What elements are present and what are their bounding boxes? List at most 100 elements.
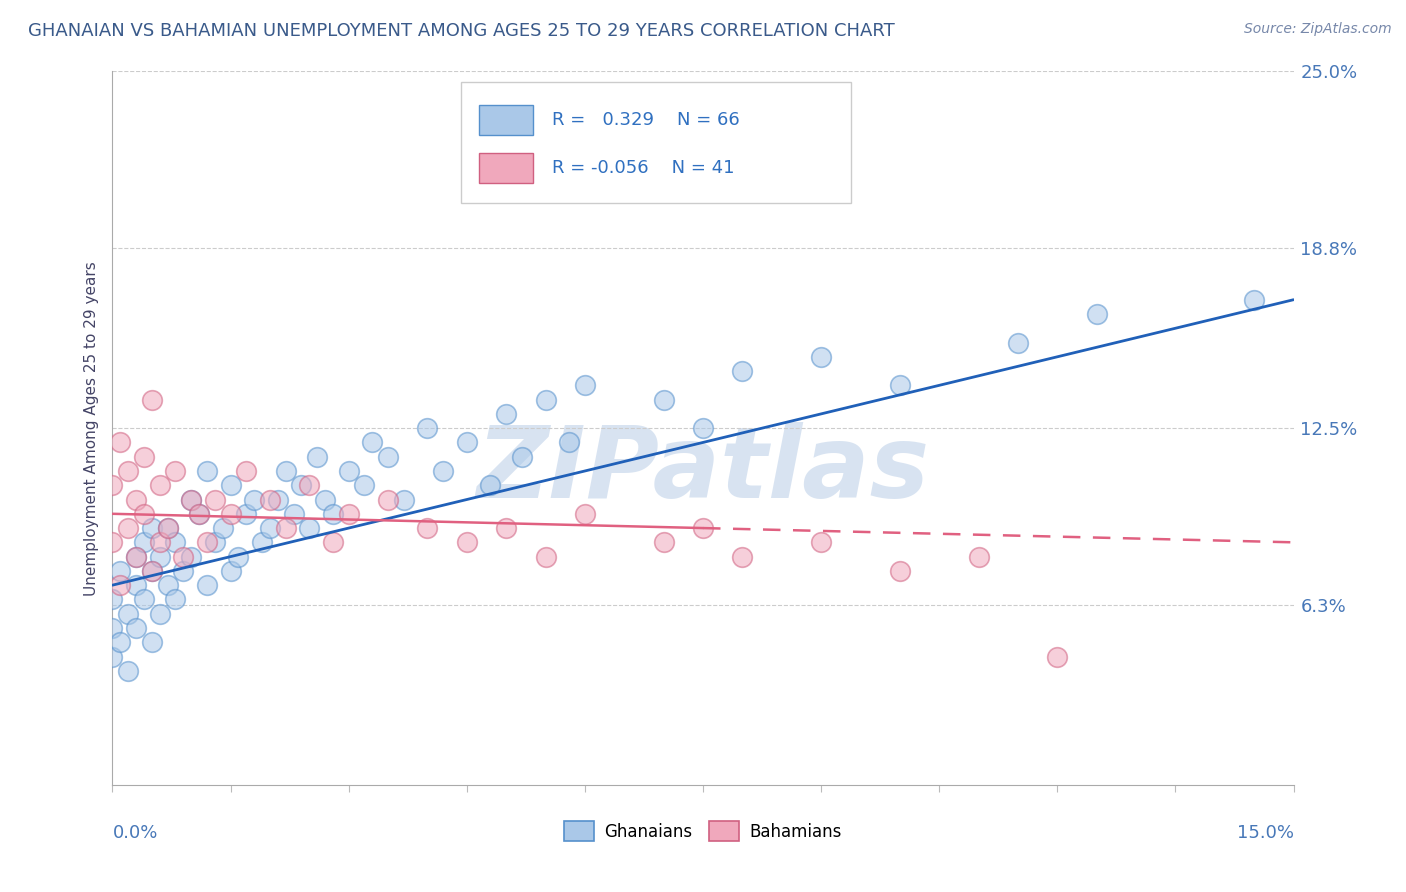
Point: [652, 535, 675, 549]
Point: [731, 549, 754, 564]
Point: [149, 535, 172, 549]
Legend: Ghanaians, Bahamians: Ghanaians, Bahamians: [558, 814, 848, 848]
Point: [204, 535, 226, 549]
Point: [495, 407, 517, 421]
Point: [337, 507, 360, 521]
FancyBboxPatch shape: [478, 153, 533, 183]
Point: [219, 564, 242, 578]
Point: [274, 464, 297, 478]
Text: Source: ZipAtlas.com: Source: ZipAtlas.com: [1244, 22, 1392, 37]
Point: [180, 492, 202, 507]
Point: [110, 435, 132, 450]
Point: [110, 578, 132, 592]
Point: [235, 507, 257, 521]
Point: [967, 549, 990, 564]
Point: [322, 535, 344, 549]
Point: [195, 535, 218, 549]
Point: [149, 549, 172, 564]
Point: [810, 350, 832, 364]
Point: [141, 564, 163, 578]
Point: [1007, 335, 1029, 350]
Point: [235, 464, 257, 478]
Point: [219, 478, 242, 492]
Point: [810, 535, 832, 549]
Point: [250, 535, 273, 549]
Point: [534, 549, 557, 564]
Point: [180, 492, 202, 507]
Point: [132, 592, 155, 607]
Point: [165, 592, 187, 607]
Text: 15.0%: 15.0%: [1236, 824, 1294, 842]
Point: [274, 521, 297, 535]
Point: [692, 521, 714, 535]
Point: [117, 664, 139, 678]
Point: [228, 549, 250, 564]
Point: [889, 378, 911, 392]
Point: [298, 478, 321, 492]
Point: [337, 464, 360, 478]
Point: [889, 564, 911, 578]
Point: [211, 521, 233, 535]
Text: 0.0%: 0.0%: [112, 824, 157, 842]
Point: [195, 578, 218, 592]
Point: [172, 549, 194, 564]
Point: [432, 464, 454, 478]
Point: [125, 549, 148, 564]
Point: [259, 492, 281, 507]
Point: [298, 521, 321, 535]
Point: [353, 478, 375, 492]
Point: [692, 421, 714, 435]
Point: [290, 478, 312, 492]
Point: [156, 578, 179, 592]
Point: [1085, 307, 1108, 321]
Point: [259, 521, 281, 535]
Point: [141, 635, 163, 649]
Point: [188, 507, 211, 521]
Point: [132, 535, 155, 549]
Point: [322, 507, 344, 521]
Point: [377, 450, 399, 464]
Point: [141, 564, 163, 578]
Point: [652, 392, 675, 407]
Point: [149, 607, 172, 621]
Text: R =   0.329    N = 66: R = 0.329 N = 66: [551, 111, 740, 128]
Point: [574, 507, 596, 521]
Text: ZIPatlas: ZIPatlas: [477, 423, 929, 519]
Point: [110, 564, 132, 578]
Point: [125, 492, 148, 507]
Point: [204, 492, 226, 507]
Point: [377, 492, 399, 507]
Point: [149, 478, 172, 492]
Point: [165, 535, 187, 549]
Point: [361, 435, 384, 450]
Point: [267, 492, 290, 507]
Point: [495, 521, 517, 535]
Point: [219, 507, 242, 521]
Text: R = -0.056    N = 41: R = -0.056 N = 41: [551, 159, 734, 177]
Point: [110, 635, 132, 649]
Point: [117, 464, 139, 478]
Point: [125, 621, 148, 635]
Point: [101, 649, 124, 664]
Point: [456, 435, 478, 450]
Point: [125, 549, 148, 564]
Point: [117, 521, 139, 535]
FancyBboxPatch shape: [478, 105, 533, 135]
Point: [132, 450, 155, 464]
Point: [195, 464, 218, 478]
Point: [125, 578, 148, 592]
Point: [307, 450, 329, 464]
Point: [392, 492, 415, 507]
Point: [156, 521, 179, 535]
Point: [558, 435, 581, 450]
Point: [188, 507, 211, 521]
Point: [117, 607, 139, 621]
Point: [101, 621, 124, 635]
Point: [510, 450, 533, 464]
Text: GHANAIAN VS BAHAMIAN UNEMPLOYMENT AMONG AGES 25 TO 29 YEARS CORRELATION CHART: GHANAIAN VS BAHAMIAN UNEMPLOYMENT AMONG …: [28, 22, 894, 40]
Point: [156, 521, 179, 535]
Point: [1046, 649, 1069, 664]
Point: [534, 392, 557, 407]
Point: [180, 549, 202, 564]
Point: [172, 564, 194, 578]
